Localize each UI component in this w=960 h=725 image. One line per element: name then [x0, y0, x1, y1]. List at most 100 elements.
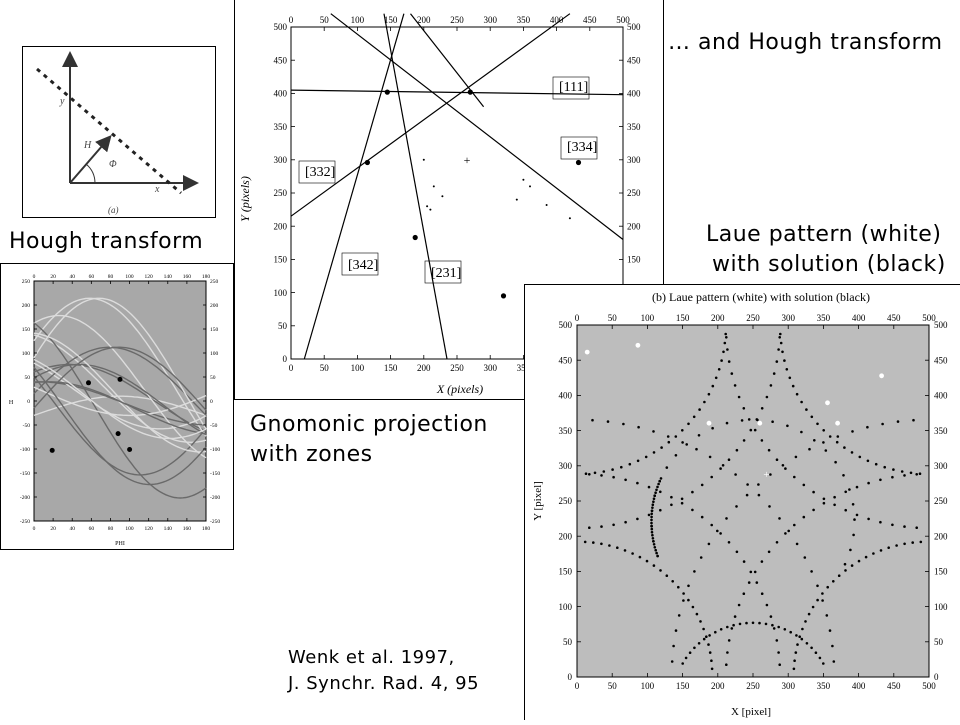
hough-y-tick-label-right: -250	[210, 519, 220, 525]
laue-solution-spot	[726, 348, 729, 351]
laue-solution-spot	[915, 526, 918, 529]
zone-label-bracket	[298, 160, 336, 184]
laue-solution-spot	[725, 336, 728, 339]
hough-peak	[86, 380, 91, 386]
hough-diagram-svg: y x H Φ (a)	[36, 51, 199, 215]
laue-solution-spot	[710, 659, 713, 662]
laue-solution-spot	[583, 540, 587, 544]
laue-solution-spot	[624, 520, 627, 524]
laue-solution-spot	[656, 554, 659, 558]
laue-solution-spot	[848, 488, 851, 491]
hough-y-tick-label-right: 0	[210, 399, 213, 405]
laue-solution-spot	[652, 451, 656, 454]
caption-laue-line1: Laue pattern (white)	[706, 222, 942, 247]
laue-solution-spot	[660, 446, 663, 449]
caption-laue-line2: with solution (black)	[712, 252, 946, 277]
gnomonic-small-spot	[529, 185, 531, 188]
laue-solution-spot	[912, 418, 915, 422]
laue-solution-spot	[765, 603, 769, 607]
gnomonic-x-tick-label-bottom: 150	[384, 363, 398, 373]
laue-solution-spot	[672, 644, 675, 648]
gnomonic-y-tick-label-left: 50	[278, 321, 288, 331]
laue-solution-spot	[645, 559, 649, 563]
laue-solution-spot	[710, 667, 714, 671]
label-h: H	[83, 140, 92, 151]
laue-x-tick-label-bottom: 450	[887, 681, 901, 691]
laue-solution-spot	[749, 428, 753, 432]
laue-solution-spot	[650, 512, 653, 516]
laue-solution-spot	[832, 580, 835, 583]
laue-solution-spot	[680, 501, 684, 505]
gnomonic-spot	[500, 293, 507, 299]
laue-solution-spot	[681, 441, 684, 444]
gnomonic-spot	[467, 89, 473, 95]
laue-y-tick-label-left: 500	[559, 320, 573, 330]
laue-solution-spot	[687, 598, 690, 602]
laue-solution-spot	[793, 523, 796, 527]
laue-solution-spot	[733, 615, 737, 618]
laue-y-tick-label-left: 300	[559, 461, 573, 471]
hough-x-tick-label-top: 60	[89, 274, 95, 280]
laue-solution-spot	[825, 614, 829, 617]
laue-solution-spot	[903, 474, 906, 477]
laue-solution-spot	[867, 517, 870, 521]
laue-observed-spot	[879, 373, 884, 379]
laue-solution-spot	[708, 651, 712, 654]
laue-solution-spot	[710, 475, 713, 479]
laue-solution-spot	[730, 627, 734, 630]
laue-y-tick-label-right: 350	[934, 426, 948, 436]
laue-solution-spot	[702, 637, 706, 641]
laue-solution-spot	[802, 483, 806, 487]
laue-solution-spot	[795, 634, 798, 637]
laue-solution-spot	[631, 552, 634, 555]
laue-solution-spot	[915, 473, 918, 476]
laue-solution-spot	[769, 473, 772, 476]
laue-solution-spot	[671, 580, 674, 583]
hough-sinusoid	[33, 386, 207, 417]
caption-gnomonic-line1: Gnomonic projection	[250, 412, 488, 437]
laue-solution-spot	[807, 612, 811, 616]
laue-x-tick-label-top: 100	[641, 313, 655, 323]
laue-solution-spot	[677, 614, 681, 617]
gnomonic-small-spot	[426, 205, 429, 208]
laue-pattern-panel: (b) Laue pattern (white) with solution (…	[524, 284, 960, 720]
laue-solution-spot	[691, 490, 694, 494]
laue-solution-spot	[855, 485, 859, 489]
laue-solution-spot	[843, 562, 847, 566]
hough-y-tick-label-left: 250	[22, 279, 31, 285]
laue-solution-spot	[852, 533, 855, 537]
laue-solution-spot	[834, 460, 837, 464]
hough-y-tick-label-left: -200	[20, 495, 30, 501]
gnomonic-small-spot	[522, 178, 525, 181]
laue-solution-spot	[791, 384, 795, 388]
laue-solution-spot	[726, 625, 729, 629]
hough-sinusoid	[33, 376, 207, 476]
gnomonic-spot	[364, 159, 370, 166]
laue-solution-spot	[616, 546, 619, 549]
hough-y-tick-label-right: 150	[210, 327, 219, 333]
laue-solution-spot	[794, 455, 798, 459]
laue-solution-spot	[735, 550, 739, 554]
laue-solution-spot	[801, 627, 804, 631]
hough-x-tick-label-top: 120	[145, 274, 154, 280]
laue-observed-spot	[584, 349, 590, 355]
laue-solution-spot	[816, 422, 819, 426]
gnomonic-ylabel: Y (pixels)	[238, 176, 252, 222]
laue-solution-spot	[742, 592, 746, 595]
laue-solution-spot	[822, 441, 825, 444]
gnomonic-x-tick-label-top: 100	[351, 15, 365, 25]
laue-solution-spot	[647, 513, 651, 517]
laue-solution-spot	[644, 455, 648, 459]
laue-solution-spot	[816, 584, 819, 588]
gnomonic-small-spot	[429, 208, 432, 211]
hough-y-tick-label-left: 50	[25, 375, 31, 381]
laue-solution-spot	[719, 628, 723, 631]
gnomonic-y-tick-label-right: 400	[627, 89, 641, 99]
laue-solution-spot	[918, 472, 922, 475]
label-x: x	[154, 184, 160, 195]
zone-label-231: [231]	[431, 266, 461, 281]
laue-solution-spot	[769, 615, 773, 618]
laue-solution-spot	[764, 622, 768, 626]
laue-y-tick-label-right: 0	[934, 672, 939, 682]
gnomonic-y-tick-label-left: 500	[274, 22, 288, 32]
